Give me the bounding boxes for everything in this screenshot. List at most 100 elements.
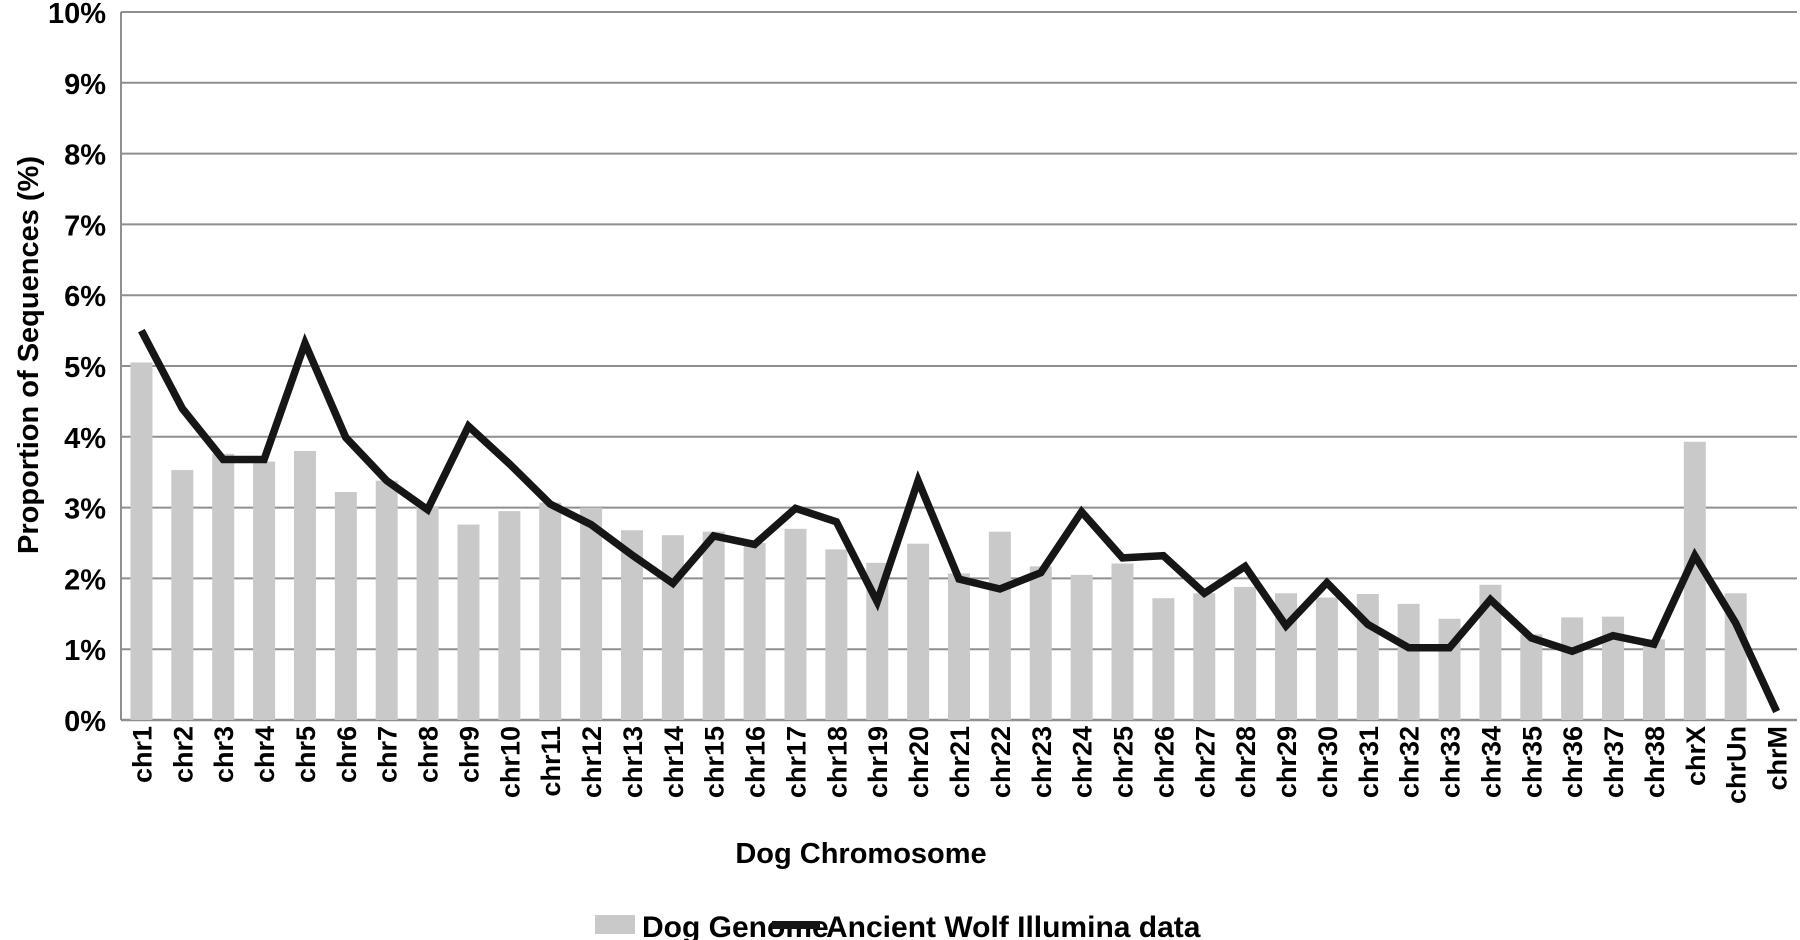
bar-chr8 xyxy=(416,506,439,720)
bar-chr5 xyxy=(293,450,316,720)
x-tick-label-chr18: chr18 xyxy=(822,726,852,798)
x-tick-label-chr31: chr31 xyxy=(1354,726,1384,798)
x-tick-label-chr5: chr5 xyxy=(291,726,321,783)
x-tick-label-chr25: chr25 xyxy=(1109,726,1139,798)
bar-chr30 xyxy=(1315,597,1338,720)
x-axis-title: Dog Chromosome xyxy=(735,838,986,870)
y-tick-label-10pct: 10% xyxy=(48,0,106,30)
bar-chr20 xyxy=(907,543,930,720)
y-tick-label-2pct: 2% xyxy=(64,564,106,596)
bar-chrUn xyxy=(1724,593,1747,720)
x-tick-label-chr2: chr2 xyxy=(168,726,198,783)
bar-chrX xyxy=(1683,441,1706,720)
bar-chr25 xyxy=(1111,563,1134,720)
bar-chr36 xyxy=(1561,617,1584,720)
x-tick-label-chr15: chr15 xyxy=(700,726,730,798)
bar-chr19 xyxy=(866,562,889,720)
bar-chr21 xyxy=(948,573,970,720)
x-tick-label-chr37: chr37 xyxy=(1599,726,1629,798)
x-tick-label-chr30: chr30 xyxy=(1313,726,1343,798)
y-tick-label-9pct: 9% xyxy=(64,69,106,101)
x-tick-label-chr10: chr10 xyxy=(495,726,525,798)
x-tick-label-chr20: chr20 xyxy=(904,726,934,798)
x-tick-label-chrUn: chrUn xyxy=(1722,726,1752,804)
bar-chr10 xyxy=(498,511,521,720)
x-tick-label-chr28: chr28 xyxy=(1231,726,1261,798)
bar-chr11 xyxy=(539,502,562,720)
x-tick-label-chr3: chr3 xyxy=(209,726,239,783)
bar-chr34 xyxy=(1479,584,1502,720)
bar-chr16 xyxy=(743,543,766,720)
bar-chr27 xyxy=(1193,593,1216,720)
bar-chr12 xyxy=(580,507,603,720)
bar-chr26 xyxy=(1152,598,1175,720)
legend-swatch-ancient-wolf xyxy=(772,921,820,929)
bar-chr23 xyxy=(1029,566,1052,720)
y-axis-title: Proportion of Sequences (%) xyxy=(13,156,45,554)
bar-chr1 xyxy=(130,362,153,720)
bar-chr18 xyxy=(825,549,848,720)
x-tick-label-chr6: chr6 xyxy=(332,726,362,783)
ancient-wolf-data-line xyxy=(138,328,1781,714)
y-tick-label-1pct: 1% xyxy=(64,635,106,667)
legend-swatch-dog-genome xyxy=(595,915,635,934)
x-tick-label-chr21: chr21 xyxy=(945,726,975,798)
x-tick-label-chr22: chr22 xyxy=(986,726,1016,798)
x-tick-label-chr34: chr34 xyxy=(1476,726,1506,798)
bar-chr17 xyxy=(784,528,807,720)
x-tick-label-chr16: chr16 xyxy=(741,726,771,798)
bar-chr37 xyxy=(1602,616,1625,720)
bar-chr9 xyxy=(457,524,480,720)
bar-chr14 xyxy=(661,535,684,720)
x-tick-label-chr35: chr35 xyxy=(1517,726,1547,798)
x-tick-label-chr4: chr4 xyxy=(250,726,280,783)
y-axis-tick-labels: 0% 1% 2% 3% 4% 5% 6% 7% 8% 9% 10% xyxy=(48,0,106,738)
x-tick-label-chr19: chr19 xyxy=(863,726,893,798)
x-tick-label-chr23: chr23 xyxy=(1027,726,1057,798)
gridlines xyxy=(121,11,1797,722)
legend: Dog Genome Ancient Wolf Illumina data xyxy=(595,911,1201,940)
x-tick-label-chr9: chr9 xyxy=(454,726,484,783)
bar-chr15 xyxy=(702,531,725,720)
bar-chr35 xyxy=(1520,634,1543,720)
bar-chr4 xyxy=(253,461,276,720)
legend-label-ancient-wolf: Ancient Wolf Illumina data xyxy=(826,911,1201,940)
bar-chr3 xyxy=(212,453,235,720)
x-tick-label-chr26: chr26 xyxy=(1149,726,1179,798)
x-tick-label-chr17: chr17 xyxy=(781,726,811,798)
x-tick-label-chr12: chr12 xyxy=(577,726,607,798)
x-axis-category-labels: chr1 chr2 chr3 chr4 chr5 chr6 chr7 chr8 chr9 chr1… xyxy=(127,726,1792,804)
y-tick-label-7pct: 7% xyxy=(64,210,106,242)
bar-chr6 xyxy=(334,492,357,720)
bar-chr38 xyxy=(1642,639,1665,720)
line-series-ancient-wolf xyxy=(138,328,1781,714)
x-tick-label-chr8: chr8 xyxy=(414,726,444,783)
x-tick-label-chr11: chr11 xyxy=(536,726,566,797)
y-tick-label-4pct: 4% xyxy=(64,423,106,455)
x-tick-label-chr14: chr14 xyxy=(659,726,689,798)
bar-chr13 xyxy=(620,530,643,720)
y-tick-label-3pct: 3% xyxy=(64,494,106,526)
x-tick-label-chr13: chr13 xyxy=(618,726,648,798)
bar-chr7 xyxy=(375,480,398,720)
y-tick-label-6pct: 6% xyxy=(64,281,106,313)
bar-chr28 xyxy=(1234,586,1257,720)
x-tick-label-chr32: chr32 xyxy=(1395,726,1425,798)
bar-chr2 xyxy=(171,470,194,720)
bar-series-dog-genome xyxy=(130,362,1747,720)
x-tick-label-chr24: chr24 xyxy=(1068,726,1098,798)
y-tick-label-5pct: 5% xyxy=(64,352,106,384)
bar-chr32 xyxy=(1397,603,1420,720)
bar-chr24 xyxy=(1070,574,1093,720)
x-tick-label-chrX: chrX xyxy=(1681,726,1711,786)
bar-chr22 xyxy=(988,531,1011,720)
x-tick-label-chr27: chr27 xyxy=(1190,726,1220,798)
x-tick-label-chrM: chrM xyxy=(1763,726,1793,791)
x-tick-label-chr36: chr36 xyxy=(1558,726,1588,798)
x-tick-label-chr1: chr1 xyxy=(127,726,157,783)
y-tick-label-0pct: 0% xyxy=(64,706,106,738)
x-tick-label-chr33: chr33 xyxy=(1436,726,1466,798)
y-tick-label-8pct: 8% xyxy=(64,140,106,172)
